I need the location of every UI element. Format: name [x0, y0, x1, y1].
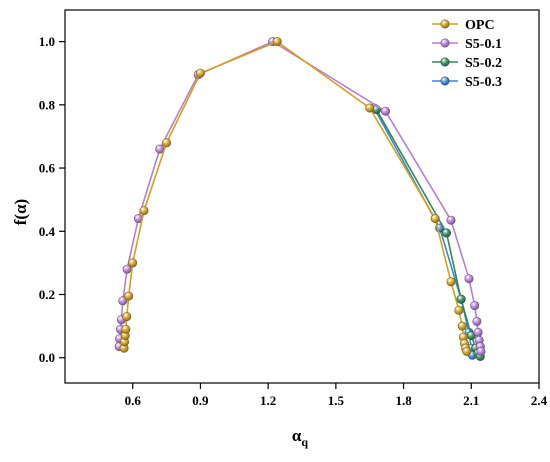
data-point [441, 228, 451, 238]
data-point [162, 138, 172, 148]
data-point [128, 258, 138, 268]
legend-label: S5-0.1 [465, 37, 502, 52]
data-point [454, 305, 464, 315]
x-tick-label: 2.1 [463, 393, 479, 408]
series-layer [114, 37, 486, 361]
data-point [457, 321, 467, 331]
data-point [122, 312, 132, 322]
y-tick-label: 0.2 [39, 287, 55, 302]
x-axis-title: αq [292, 426, 309, 449]
x-tick-label: 1.2 [260, 393, 276, 408]
x-tick-label: 1.5 [328, 393, 345, 408]
x-tick-label: 2.4 [531, 393, 548, 408]
data-point [380, 106, 390, 116]
legend-marker [440, 76, 450, 86]
legend-label: S5-0.3 [465, 75, 502, 90]
legend-label: OPC [465, 18, 495, 33]
legend-item: S5-0.3 [432, 75, 502, 90]
y-tick-label: 0.0 [39, 350, 55, 365]
data-point [139, 206, 149, 216]
data-point [121, 324, 131, 334]
data-point [195, 68, 205, 78]
data-point [472, 316, 482, 326]
x-axis-title-main: α [292, 426, 302, 445]
legend-label: S5-0.2 [465, 56, 502, 71]
data-point [365, 103, 375, 113]
series-line [373, 107, 474, 356]
data-point [118, 296, 128, 306]
y-axis-title: f(α) [11, 199, 30, 225]
data-point [476, 346, 486, 356]
x-tick-label: 0.6 [125, 393, 142, 408]
legend-item: S5-0.2 [432, 56, 502, 71]
data-point [446, 215, 456, 225]
data-point [464, 274, 474, 284]
legend-item: S5-0.1 [432, 37, 502, 52]
y-tick-label: 0.8 [39, 97, 56, 112]
data-point [470, 301, 480, 311]
data-point [456, 294, 466, 304]
legend-marker [440, 19, 450, 29]
series-opc [119, 37, 472, 356]
data-point [124, 291, 134, 301]
y-tick-label: 1.0 [39, 34, 55, 49]
legend: OPC S5-0.1 S5-0.2 S5-0.3 [432, 18, 502, 90]
data-point [430, 214, 440, 224]
series-s5-0-1 [114, 37, 486, 356]
x-tick-label: 0.9 [192, 393, 209, 408]
y-tick-label: 0.6 [39, 161, 56, 176]
legend-item: OPC [432, 18, 495, 33]
data-point [446, 277, 456, 287]
y-tick-label: 0.4 [39, 224, 56, 239]
series-line [123, 40, 468, 352]
axis-ticks: 0.6 0.9 1.2 1.5 1.8 2.1 2.4 0.0 0.2 0.4 0.6 0.8 1.0 [39, 34, 548, 408]
data-point [462, 346, 472, 356]
plot-frame [64, 9, 540, 384]
data-point [272, 37, 282, 47]
data-point [473, 327, 483, 337]
series-s5-0-2 [371, 105, 485, 361]
x-tick-label: 1.8 [395, 393, 412, 408]
x-axis-title-sub: q [301, 435, 308, 449]
legend-marker [440, 38, 450, 48]
legend-marker [440, 57, 450, 67]
